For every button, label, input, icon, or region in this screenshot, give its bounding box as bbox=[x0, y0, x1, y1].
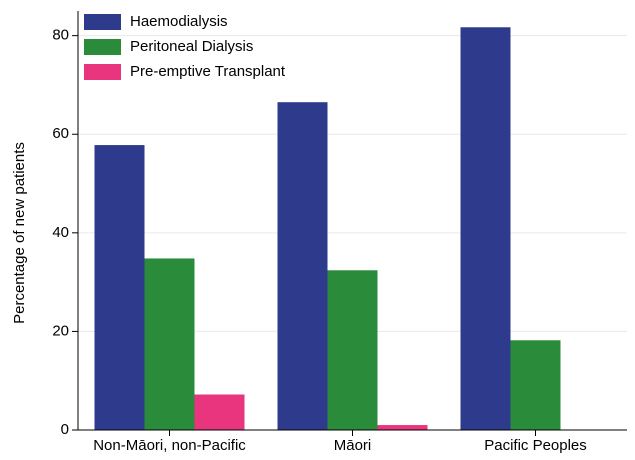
x-tick-label: Māori bbox=[334, 437, 372, 454]
y-tick-label: 20 bbox=[52, 322, 69, 339]
bar bbox=[94, 145, 145, 430]
legend-swatch bbox=[84, 64, 121, 80]
legend-label: Haemodialysis bbox=[130, 13, 228, 30]
legend-swatch bbox=[84, 14, 121, 30]
bar bbox=[510, 340, 561, 430]
y-axis-label: Percentage of new patients bbox=[11, 142, 28, 324]
legend-label: Pre-emptive Transplant bbox=[130, 63, 286, 80]
bar bbox=[327, 270, 378, 430]
x-tick-label: Non-Māori, non-Pacific bbox=[93, 437, 246, 454]
legend-swatch bbox=[84, 39, 121, 55]
y-tick-label: 40 bbox=[52, 224, 69, 241]
bar bbox=[460, 27, 511, 430]
bar bbox=[194, 394, 245, 430]
x-tick-label: Pacific Peoples bbox=[484, 437, 587, 454]
bar bbox=[144, 258, 195, 430]
y-tick-label: 60 bbox=[52, 125, 69, 142]
y-tick-label: 80 bbox=[52, 27, 69, 44]
legend-label: Peritoneal Dialysis bbox=[130, 38, 253, 55]
bar bbox=[277, 102, 328, 430]
bar bbox=[377, 425, 428, 430]
y-tick-label: 0 bbox=[61, 421, 69, 438]
